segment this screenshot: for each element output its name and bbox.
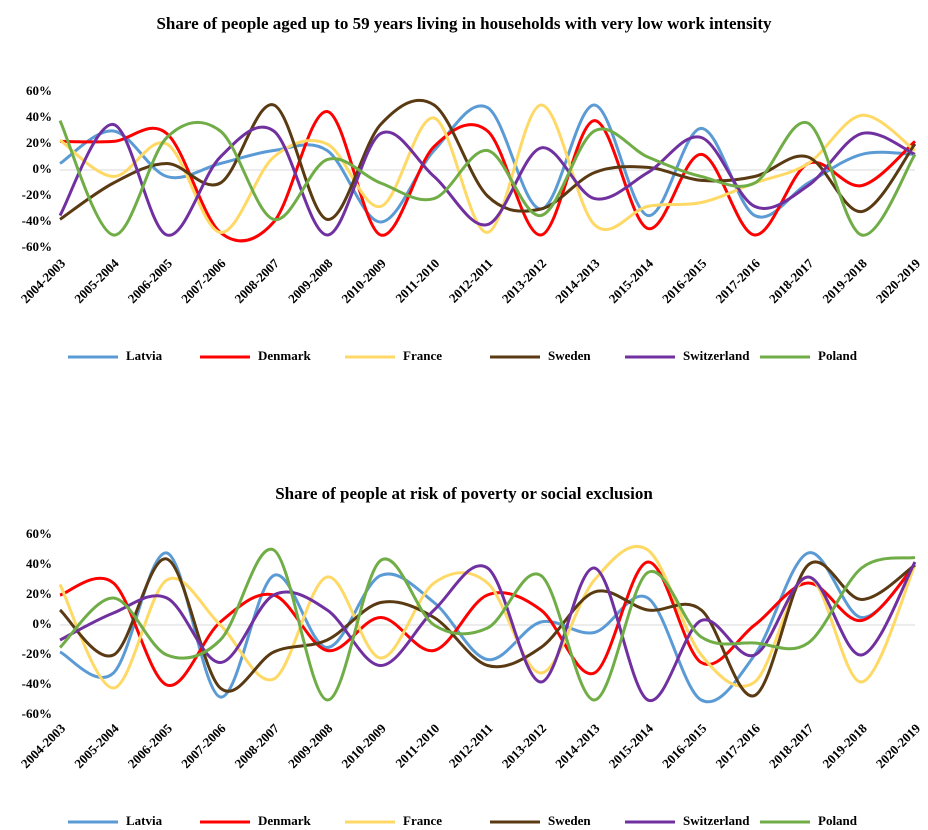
x-tick-label: 2012-2011 [446, 256, 496, 306]
series-line [58, 547, 916, 702]
x-tick-label: 2009-2008 [285, 255, 336, 306]
series-line [59, 561, 917, 702]
legend-label: Poland [818, 348, 858, 363]
x-tick-label: 2020-2019 [873, 255, 924, 306]
x-tick-label: 2008-2007 [232, 255, 283, 306]
y-tick-label: 0% [33, 161, 53, 176]
x-tick-label: 2010-2009 [338, 720, 389, 771]
y-tick-label: -60% [22, 239, 52, 254]
x-tick-label: 2010-2009 [338, 255, 389, 306]
chart-title: Share of people at risk of poverty or so… [275, 484, 653, 503]
series-line [58, 119, 917, 237]
legend-label: Switzerland [683, 813, 750, 828]
y-tick-label: 60% [26, 526, 52, 541]
x-tick-label: 2016-2015 [659, 720, 710, 771]
x-tick-label: 2004-2003 [18, 720, 69, 771]
legend-label: Sweden [548, 348, 591, 363]
x-tick-label: 2007-2006 [178, 255, 229, 306]
x-tick-label: 2014-2013 [552, 255, 603, 306]
legend-label: Sweden [548, 813, 591, 828]
x-tick-label: 2020-2019 [873, 720, 924, 771]
y-tick-label: -40% [22, 213, 52, 228]
x-tick-label: 2006-2005 [125, 720, 176, 771]
x-tick-label: 2015-2014 [606, 255, 657, 306]
x-tick-label: 2017-2016 [712, 720, 763, 771]
x-tick-label: 2019-2018 [819, 255, 870, 306]
x-tick-label: 2011-2010 [392, 256, 442, 306]
x-tick-label: 2014-2013 [552, 720, 603, 771]
chart-title: Share of people aged up to 59 years livi… [156, 14, 772, 33]
y-tick-label: 20% [26, 586, 52, 601]
legend-label: Latvia [126, 348, 163, 363]
y-tick-label: 60% [26, 83, 52, 98]
series-line [58, 557, 916, 698]
legend-label: Denmark [258, 348, 311, 363]
x-tick-label: 2007-2006 [178, 720, 229, 771]
legend-label: Denmark [258, 813, 311, 828]
x-tick-label: 2005-2004 [71, 255, 122, 306]
x-tick-label: 2015-2014 [606, 720, 657, 771]
legend-label: Latvia [126, 813, 163, 828]
x-tick-label: 2006-2005 [125, 255, 176, 306]
series-line [59, 98, 917, 221]
x-tick-label: 2005-2004 [71, 720, 122, 771]
legend-label: France [403, 813, 442, 828]
x-tick-label: 2019-2018 [819, 720, 870, 771]
series-line [58, 544, 917, 690]
x-tick-label: 2018-2017 [766, 255, 817, 306]
x-tick-label: 2008-2007 [232, 720, 283, 771]
y-tick-label: -20% [22, 646, 52, 661]
y-tick-label: 0% [33, 616, 53, 631]
y-tick-label: -40% [22, 676, 52, 691]
legend-label: Poland [818, 813, 858, 828]
y-tick-label: -60% [22, 706, 52, 721]
legend-label: France [403, 348, 442, 363]
series-line [59, 551, 917, 704]
x-tick-label: 2018-2017 [766, 720, 817, 771]
y-tick-label: -20% [22, 187, 52, 202]
legend-label: Switzerland [683, 348, 750, 363]
y-tick-label: 40% [26, 556, 52, 571]
y-tick-label: 40% [26, 109, 52, 124]
x-tick-label: 2017-2016 [712, 255, 763, 306]
x-tick-label: 2016-2015 [659, 255, 710, 306]
series-line [58, 123, 916, 237]
x-tick-label: 2009-2008 [285, 720, 336, 771]
y-tick-label: 20% [26, 135, 52, 150]
x-tick-label: 2013-2012 [499, 256, 549, 306]
x-tick-label: 2012-2011 [446, 721, 496, 771]
x-tick-label: 2013-2012 [499, 721, 549, 771]
x-tick-label: 2011-2010 [392, 721, 442, 771]
x-tick-label: 2004-2003 [18, 255, 69, 306]
series-line [59, 103, 916, 224]
